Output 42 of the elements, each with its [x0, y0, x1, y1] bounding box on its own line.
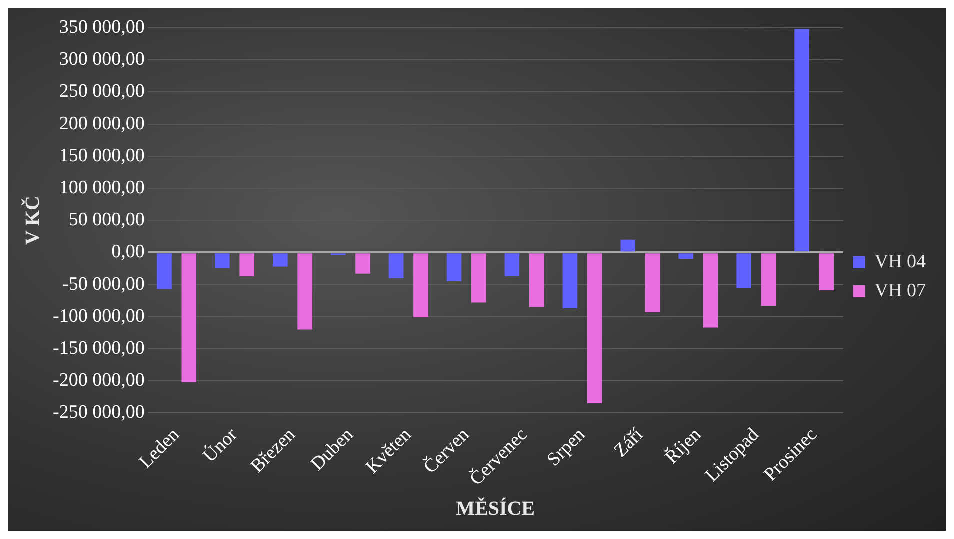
y-tick-label: -250 000,00: [53, 402, 145, 424]
bar: [273, 254, 288, 267]
y-tick-label: -150 000,00: [53, 338, 145, 359]
bar: [761, 254, 776, 306]
bar: [529, 254, 544, 308]
y-tick-label: 100 000,00: [59, 177, 145, 198]
y-tick-label: -200 000,00: [53, 370, 145, 392]
legend-label: VH 07: [874, 280, 926, 302]
y-tick-label: 200 000,00: [59, 113, 145, 134]
bar: [587, 254, 602, 404]
bar: [472, 254, 486, 303]
y-tick-label: 250 000,00: [59, 81, 145, 102]
bar: [819, 254, 834, 291]
y-axis-title: V KČ: [21, 196, 44, 246]
bar: [736, 254, 752, 288]
bar: [388, 254, 404, 278]
bar: [645, 254, 660, 312]
bar: [678, 254, 694, 260]
bar: [703, 254, 718, 328]
y-tick-label: 150 000,00: [59, 145, 145, 166]
bar: [215, 254, 230, 268]
y-tick-label: -50 000,00: [62, 274, 145, 295]
bar: [157, 254, 172, 290]
y-tick-label: -100 000,00: [53, 306, 145, 327]
bar: [298, 254, 312, 330]
bar: [794, 29, 810, 252]
bar: [504, 254, 520, 276]
bar: [414, 254, 428, 318]
y-tick-label: 350 000,00: [59, 16, 145, 38]
y-tick-label: 50 000,00: [68, 210, 145, 231]
bar: [356, 254, 370, 274]
legend-label: VH 04: [874, 251, 926, 272]
y-tick-label: 0,00: [112, 242, 145, 263]
bar: [620, 240, 636, 252]
bar: [446, 254, 462, 282]
y-tick-label: 300 000,00: [59, 49, 145, 70]
bar: [562, 254, 578, 309]
bar: [182, 254, 197, 382]
x-tick-label: Únor: [198, 423, 242, 467]
x-axis-title: MĚSÍCE: [456, 497, 536, 520]
bar: [240, 254, 254, 276]
x-tick-label: Září: [610, 424, 648, 462]
